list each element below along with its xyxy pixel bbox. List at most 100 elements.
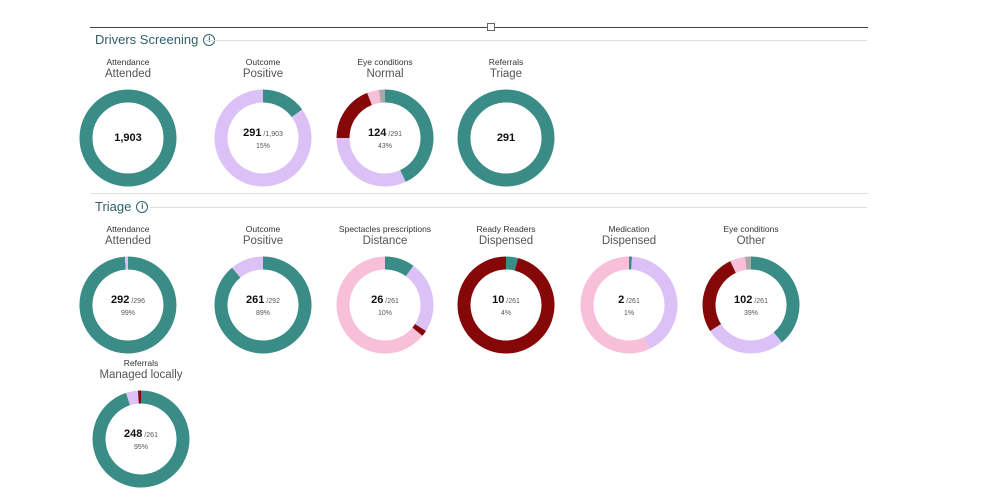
percent-label: 4% — [500, 309, 512, 317]
chart-card-tr-spectacles[interactable]: Spectacles prescriptions Distance 26 /261 1… — [330, 224, 440, 354]
metric-name: Ready Readers — [476, 224, 536, 234]
metric-value-label: Positive — [242, 235, 284, 247]
count-line: 2 /261 — [618, 294, 640, 306]
donut-segment-lavender[interactable] — [214, 89, 312, 187]
donut-center-label: 292 /296 99% — [73, 250, 183, 360]
donut-chart[interactable] — [696, 250, 806, 360]
count-value: 102 — [734, 293, 753, 306]
section-title-text: Triage — [95, 199, 132, 214]
section-rule — [205, 40, 867, 41]
section-title-drivers-screening: Drivers Screening i — [95, 32, 216, 47]
donut-center-label: 291 /1,903 15% — [208, 83, 318, 193]
donut-center-label: 291 — [451, 83, 561, 193]
donut-center-label: 102 /261 39% — [696, 250, 806, 360]
count-value: 124 — [368, 126, 387, 139]
count-value: 10 — [492, 293, 505, 306]
info-icon[interactable]: i — [203, 33, 216, 46]
count-value: 261 — [246, 293, 265, 306]
donut-segment-pink[interactable] — [336, 256, 423, 354]
metric-value-label: Managed locally — [99, 369, 183, 381]
donut-chart[interactable] — [451, 83, 561, 193]
donut-chart[interactable] — [73, 83, 183, 193]
donut-center-label: 248 /261 95% — [86, 384, 196, 494]
donut-segment-teal[interactable] — [457, 89, 555, 187]
section-title-text: Drivers Screening — [95, 32, 199, 47]
count-value: 291 — [496, 132, 516, 144]
count-line: 10 /261 — [492, 294, 520, 306]
donut-segment-teal[interactable] — [505, 256, 519, 271]
donut-segment-darkred[interactable] — [412, 323, 426, 336]
donut-chart[interactable] — [208, 250, 318, 360]
info-icon[interactable]: i — [136, 200, 149, 213]
donut-segment-lavender[interactable] — [336, 137, 406, 187]
percent-label: 89% — [255, 309, 270, 317]
metric-value-label: Distance — [362, 235, 408, 247]
chart-card-tr-eye[interactable]: Eye conditions Other 102 /261 39% — [696, 224, 806, 354]
metric-name: Medication — [608, 224, 650, 234]
count-total: /261 — [385, 297, 399, 305]
donut-segment-pink[interactable] — [730, 256, 747, 273]
donut-chart[interactable] — [208, 83, 318, 193]
donut-segment-darkred[interactable] — [702, 261, 737, 331]
donut-segment-pink[interactable] — [580, 256, 650, 354]
metric-name: Attendance — [106, 224, 150, 234]
metric-value-label: Dispensed — [478, 235, 534, 247]
metric-name: Eye conditions — [723, 224, 779, 234]
donut-segment-teal[interactable] — [79, 89, 177, 187]
donut-segment-teal[interactable] — [92, 390, 190, 488]
count-line: 124 /291 — [368, 127, 402, 139]
donut-segment-teal[interactable] — [79, 256, 177, 354]
resize-handle[interactable] — [487, 23, 495, 31]
count-total: /261 — [626, 297, 640, 305]
chart-card-tr-referrals[interactable]: Referrals Managed locally 248 /261 95% — [86, 358, 196, 488]
donut-segment-lavender[interactable] — [710, 323, 782, 354]
donut-chart[interactable] — [451, 250, 561, 360]
percent-label: 43% — [377, 142, 392, 150]
chart-card-ds-outcome[interactable]: Outcome Positive 291 /1,903 15% — [208, 57, 318, 187]
percent-label: 1% — [623, 309, 635, 317]
count-total: /291 — [388, 130, 402, 138]
section-rule — [150, 207, 867, 208]
count-total: /261 — [754, 297, 768, 305]
metric-name: Spectacles prescriptions — [338, 224, 432, 234]
donut-segment-teal[interactable] — [384, 256, 414, 277]
donut-center-label: 10 /261 4% — [451, 250, 561, 360]
donut-segment-darkred[interactable] — [336, 92, 373, 139]
metric-value-label: Other — [736, 235, 766, 247]
donut-segment-teal[interactable] — [750, 256, 800, 343]
donut-chart[interactable] — [73, 250, 183, 360]
count-total: /261 — [506, 297, 520, 305]
donut-segment-pink[interactable] — [367, 89, 381, 106]
count-line: 261 /292 — [246, 294, 280, 306]
chart-card-tr-attendance[interactable]: Attendance Attended 292 /296 99% — [73, 224, 183, 354]
count-value: 292 — [111, 293, 130, 306]
chart-card-tr-outcome[interactable]: Outcome Positive 261 /292 89% — [208, 224, 318, 354]
donut-chart[interactable] — [330, 250, 440, 360]
donut-segment-teal[interactable] — [214, 256, 312, 354]
metric-value-label: Normal — [366, 68, 404, 80]
chart-card-ds-attendance[interactable]: Attendance Attended 1,903 — [73, 57, 183, 187]
section-title-triage: Triage i — [95, 199, 149, 214]
donut-chart[interactable] — [330, 83, 440, 193]
donut-segment-darkred[interactable] — [457, 256, 555, 354]
donut-segment-lavender[interactable] — [405, 265, 434, 331]
count-total: /292 — [266, 297, 280, 305]
donut-segment-lavender[interactable] — [232, 256, 264, 278]
percent-label: 95% — [133, 443, 148, 451]
donut-segment-lavender[interactable] — [630, 256, 678, 349]
chart-card-tr-medication[interactable]: Medication Dispensed 2 /261 1% — [574, 224, 684, 354]
donut-segment-lavender[interactable] — [126, 390, 139, 406]
chart-card-ds-eye[interactable]: Eye conditions Normal 124 /291 43% — [330, 57, 440, 187]
donut-center-label: 26 /261 10% — [330, 250, 440, 360]
donut-chart[interactable] — [574, 250, 684, 360]
count-line: 102 /261 — [734, 294, 768, 306]
metric-value-label: Dispensed — [601, 235, 657, 247]
donut-center-label: 1,903 — [73, 83, 183, 193]
top-divider — [90, 27, 868, 28]
chart-card-ds-referrals[interactable]: Referrals Triage 291 — [451, 57, 561, 187]
chart-card-tr-ready-readers[interactable]: Ready Readers Dispensed 10 /261 4% — [451, 224, 561, 354]
donut-segment-teal[interactable] — [384, 89, 434, 182]
percent-label: 15% — [255, 142, 270, 150]
donut-segment-teal[interactable] — [262, 89, 303, 118]
donut-chart[interactable] — [86, 384, 196, 494]
